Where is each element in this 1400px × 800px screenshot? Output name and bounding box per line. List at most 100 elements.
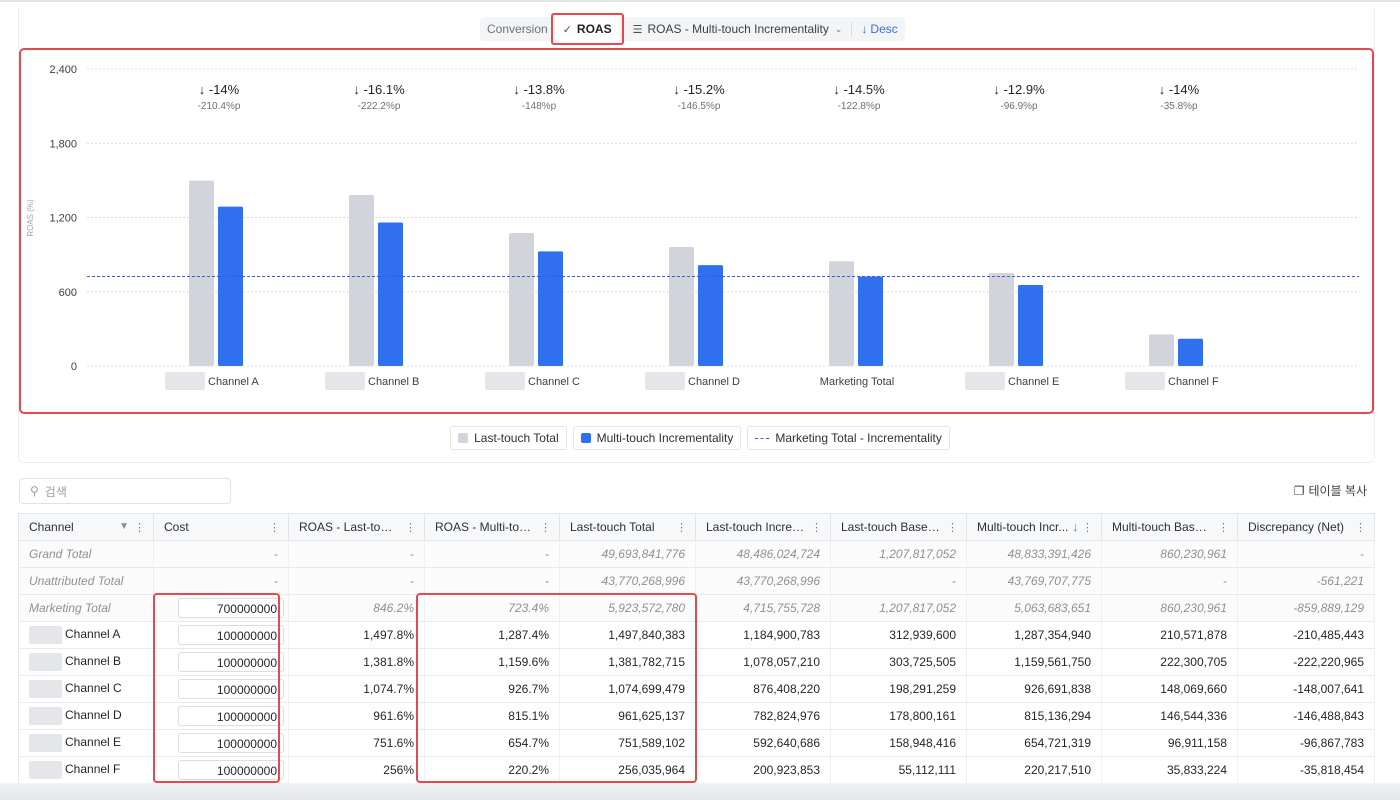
delta-percent-label: ↓ -15.2% [673, 82, 725, 97]
table-cell: 4,715,755,728 [695, 594, 831, 622]
column-menu-icon[interactable]: ⋮ [676, 522, 687, 534]
table-cell: 723.4% [424, 594, 560, 622]
cost-input[interactable]: 100000000 [178, 760, 284, 780]
sort-lines-icon: ☰ [632, 23, 643, 36]
roas-tab[interactable]: ✓ ROAS [550, 13, 624, 45]
cost-input[interactable]: 100000000 [178, 652, 284, 672]
column-menu-icon[interactable]: ⋮ [1218, 522, 1229, 534]
summary-row[interactable]: Grand Total - - -49,693,841,776 48,486,024,7… [18, 540, 1375, 568]
col-header-roas-last-touch[interactable]: ROAS - Last-touch ...⋮ [288, 513, 425, 541]
table-cell: 1,074.7% [288, 675, 425, 703]
check-icon: ✓ [562, 23, 572, 36]
x-tick-label: Channel F [1168, 376, 1219, 388]
search-input[interactable]: ⚲ 검색 [19, 478, 231, 504]
table-cell: 43,770,268,996 [695, 567, 831, 595]
table-cell: 1,497.8% [288, 621, 425, 649]
table-cell: 751,589,102 [559, 729, 696, 757]
table-cell: 48,486,024,724 [695, 540, 831, 568]
copy-table-button[interactable]: ❐ 테이블 복사 [1294, 482, 1367, 499]
filter-icon[interactable]: ▼ [119, 521, 129, 532]
delta-pp-label: -222.2%p [358, 101, 401, 112]
table-cell: 592,640,686 [695, 729, 831, 757]
column-menu-icon[interactable]: ⋮ [947, 522, 958, 534]
col-header-last-touch-baseline[interactable]: Last-touch Baseline ⋮ [830, 513, 967, 541]
bar-multi-touch [218, 206, 243, 366]
table-cell: 654,721,319 [966, 729, 1102, 757]
table-cell: Channel A [18, 621, 154, 649]
column-menu-icon[interactable]: ⋮ [540, 522, 551, 534]
delta-pp-label: -35.8%p [1160, 101, 1198, 112]
dashed-line-swatch [755, 437, 770, 439]
column-menu-icon[interactable]: ⋮ [1355, 522, 1366, 534]
col-header-multi-touch-baseline[interactable]: Multi-touch Baseline ⋮ [1101, 513, 1238, 541]
sort-metric-dropdown[interactable]: ☰ ROAS - Multi-touch Incrementality ⌄ [626, 17, 850, 41]
data-table: Channel▼⋮ Cost⋮ ROAS - Last-touch ...⋮ R… [18, 513, 1375, 784]
table-cell: 961.6% [288, 702, 425, 730]
x-tick-label: Channel B [368, 376, 419, 388]
sort-direction-label: Desc [870, 22, 898, 36]
legend-last-touch[interactable]: Last-touch Total [450, 426, 567, 450]
channel-row[interactable]: Channel C 100000000 1,074.7% 926.7% 1,074,69… [18, 675, 1375, 703]
y-tick-label: 1,200 [49, 213, 77, 225]
table-cell: Channel F [18, 756, 154, 784]
col-header-last-touch-incremental[interactable]: Last-touch Increm... ⋮ [695, 513, 831, 541]
col-header-last-touch-total[interactable]: Last-touch Total ⋮ [559, 513, 696, 541]
table-cell: 926,691,838 [966, 675, 1102, 703]
x-tick-label: Channel D [688, 376, 740, 388]
channel-row[interactable]: Channel D 100000000 961.6% 815.1% 961,625,13… [18, 702, 1375, 730]
table-cell: 1,381,782,715 [559, 648, 696, 676]
table-cell: 1,159.6% [424, 648, 560, 676]
column-menu-icon[interactable]: ⋮ [1082, 522, 1093, 534]
marketing-total-row[interactable]: Marketing Total 700000000 846.2% 723.4% 5,92… [18, 594, 1375, 622]
sort-direction-button[interactable]: ↓ Desc [854, 17, 904, 41]
table-cell: - [288, 540, 425, 568]
table-cell: 220.2% [424, 756, 560, 784]
channel-row[interactable]: Channel E 100000000 751.6% 654.7% 751,589,10… [18, 729, 1375, 757]
table-cell: -222,220,965 [1237, 648, 1375, 676]
legend-marketing-line[interactable]: Marketing Total - Incrementality [747, 426, 950, 450]
table-cell: - [153, 540, 289, 568]
bar-multi-touch [858, 276, 883, 366]
cost-input[interactable]: 100000000 [178, 625, 284, 645]
bar-last-touch [189, 180, 214, 366]
column-menu-icon[interactable]: ⋮ [134, 522, 145, 534]
chart-toolbar: Conversion ✓ ROAS ☰ ROAS - Multi-touch I… [480, 13, 905, 45]
chart-legend: Last-touch Total Multi-touch Incremental… [0, 426, 1400, 450]
cost-input[interactable]: 100000000 [178, 733, 284, 753]
cost-input[interactable]: 700000000 [178, 598, 284, 618]
cost-input[interactable]: 100000000 [178, 706, 284, 726]
bar-last-touch [989, 272, 1014, 366]
table-cell: -561,221 [1237, 567, 1375, 595]
channel-row[interactable]: Channel F 100000000 256% 220.2% 256,035,964 2… [18, 756, 1375, 784]
sort-desc-icon[interactable]: ↓ [1072, 519, 1079, 534]
col-header-discrepancy[interactable]: Discrepancy (Net) ⋮ [1237, 513, 1375, 541]
channel-row[interactable]: Channel A 100000000 1,497.8% 1,287.4% 1,497,… [18, 621, 1375, 649]
channel-logo-placeholder [29, 707, 62, 725]
table-cell: 256% [288, 756, 425, 784]
table-cell: Grand Total [18, 540, 154, 568]
col-header-cost[interactable]: Cost ⋮ [153, 513, 289, 541]
cost-input[interactable]: 100000000 [178, 679, 284, 699]
bar-multi-touch [1018, 284, 1043, 366]
table-cell: 200,923,853 [695, 756, 831, 784]
summary-row[interactable]: Unattributed Total - - -43,770,268,996 43,77… [18, 567, 1375, 595]
arrow-down-icon: ↓ [861, 22, 868, 36]
channel-logo-placeholder [165, 372, 205, 390]
column-menu-icon[interactable]: ⋮ [405, 522, 416, 534]
channel-row[interactable]: Channel B 100000000 1,381.8% 1,159.6% 1,381,… [18, 648, 1375, 676]
column-menu-icon[interactable]: ⋮ [811, 522, 822, 534]
bar-multi-touch [698, 265, 723, 366]
col-header-channel[interactable]: Channel ▼ ⋮ [18, 513, 154, 541]
table-cell: 700000000 [153, 594, 289, 622]
roas-bar-chart: 2,400 1,800 1,200 600 0 ROAS (%) ↓ -14% -210.4%… [26, 64, 1359, 390]
column-menu-icon[interactable]: ⋮ [269, 522, 280, 534]
bar-multi-touch [1178, 338, 1203, 366]
chevron-down-icon: ⌄ [834, 23, 843, 34]
conversion-tab[interactable]: Conversion [487, 22, 548, 36]
toolbar-divider [851, 22, 853, 36]
table-header-row: Channel▼⋮ Cost⋮ ROAS - Last-touch ...⋮ R… [18, 513, 1375, 541]
legend-multi-touch[interactable]: Multi-touch Incrementality [572, 426, 742, 450]
col-header-multi-touch-incremental[interactable]: Multi-touch Incr... ↓ ⋮ [966, 513, 1102, 541]
table-cell: -35,818,454 [1237, 756, 1375, 784]
col-header-roas-multi-touch[interactable]: ROAS - Multi-touc... ⋮ [424, 513, 560, 541]
